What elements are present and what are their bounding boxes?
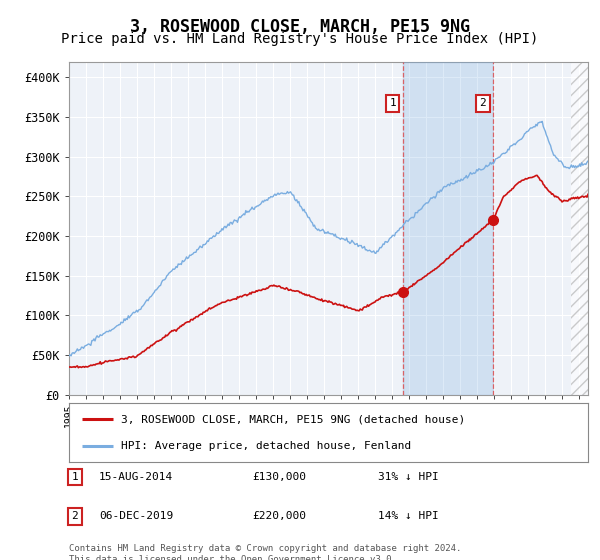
Bar xyxy=(403,62,493,395)
Bar xyxy=(571,62,588,395)
Text: 3, ROSEWOOD CLOSE, MARCH, PE15 9NG: 3, ROSEWOOD CLOSE, MARCH, PE15 9NG xyxy=(130,18,470,36)
Bar xyxy=(571,62,588,395)
Text: Price paid vs. HM Land Registry's House Price Index (HPI): Price paid vs. HM Land Registry's House … xyxy=(61,32,539,46)
Text: 1: 1 xyxy=(389,98,396,108)
Text: 3, ROSEWOOD CLOSE, MARCH, PE15 9NG (detached house): 3, ROSEWOOD CLOSE, MARCH, PE15 9NG (deta… xyxy=(121,414,465,424)
Text: £220,000: £220,000 xyxy=(252,511,306,521)
Text: £130,000: £130,000 xyxy=(252,472,306,482)
Text: 2: 2 xyxy=(71,511,79,521)
Text: 2: 2 xyxy=(479,98,486,108)
Text: 31% ↓ HPI: 31% ↓ HPI xyxy=(378,472,439,482)
Text: 06-DEC-2019: 06-DEC-2019 xyxy=(99,511,173,521)
Text: 15-AUG-2014: 15-AUG-2014 xyxy=(99,472,173,482)
Text: 1: 1 xyxy=(71,472,79,482)
Text: 14% ↓ HPI: 14% ↓ HPI xyxy=(378,511,439,521)
Text: Contains HM Land Registry data © Crown copyright and database right 2024.
This d: Contains HM Land Registry data © Crown c… xyxy=(69,544,461,560)
Text: HPI: Average price, detached house, Fenland: HPI: Average price, detached house, Fenl… xyxy=(121,441,411,451)
